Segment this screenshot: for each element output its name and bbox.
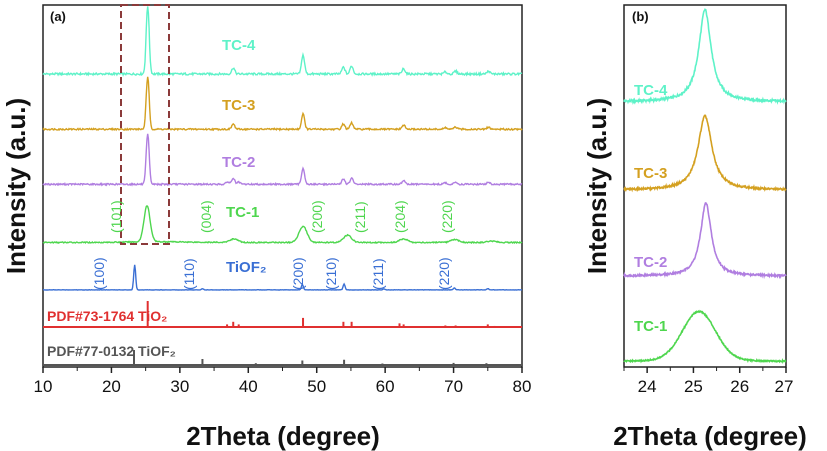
xtick-label-b-2: 26 <box>730 377 749 396</box>
xtick-label-a-1: 20 <box>102 377 121 396</box>
xtick-label-a-0: 10 <box>34 377 53 396</box>
hkl-tiof2-220: (220) <box>436 257 452 290</box>
curve-b-0 <box>623 7 787 106</box>
xtick-label-b-0: 24 <box>638 377 657 396</box>
x-axis-title-b: 2Theta (degree) <box>613 421 807 451</box>
hkl-tc1-220: (220) <box>439 200 455 233</box>
curve-a-3 <box>42 205 523 245</box>
xtick-label-b-1: 25 <box>684 377 703 396</box>
curve-a-1 <box>42 76 523 132</box>
curve-b-1 <box>623 114 787 193</box>
hkl-tc1-200: (200) <box>309 200 325 233</box>
label-tc4-b: TC-4 <box>634 82 668 99</box>
curve-b-3 <box>623 309 787 365</box>
curve-b-2 <box>623 201 787 280</box>
label-tc2-a: TC-2 <box>222 154 255 171</box>
hkl-tiof2-100: (100) <box>91 257 107 290</box>
xtick-label-a-2: 30 <box>170 377 189 396</box>
highlight-box <box>120 4 170 245</box>
hkl-tiof2-200: (200) <box>290 257 306 290</box>
panel-a: (a) TC-4 TC-3 TC-2 TC-1 TiOF₂ PDF#73-176… <box>1 4 532 451</box>
xtick-label-a-7: 80 <box>513 377 532 396</box>
panel-b: (b) TC-4 TC-3 TC-2 TC-1 24 25 26 27 2Theta … <box>582 4 807 451</box>
y-axis-title-b: Intensity (a.u.) <box>582 98 612 274</box>
hkl-tiof2-210: (210) <box>323 257 339 290</box>
hkl-tc1-101: (101) <box>108 200 124 233</box>
label-tc1-b: TC-1 <box>634 318 667 335</box>
hkl-tc1-211: (211) <box>352 201 368 233</box>
hkl-tiof2-211: (211) <box>370 258 386 290</box>
hkl-tc1-004: (004) <box>198 200 214 233</box>
label-ref-tio2: PDF#73-1764 TiO₂ <box>47 308 167 324</box>
label-tiof2-a: TiOF₂ <box>226 259 267 276</box>
curve-a-2 <box>42 133 523 187</box>
label-tc3-a: TC-3 <box>222 97 255 114</box>
curve-a-4 <box>42 264 523 291</box>
xtick-label-a-6: 70 <box>444 377 463 396</box>
curve-a-0 <box>42 6 523 77</box>
label-tc2-b: TC-2 <box>634 254 667 271</box>
xtick-label-a-3: 40 <box>239 377 258 396</box>
hkl-tc1-204: (204) <box>392 200 408 233</box>
label-tc3-b: TC-3 <box>634 165 667 182</box>
x-axis-title-a: 2Theta (degree) <box>186 421 380 451</box>
y-axis-title-a: Intensity (a.u.) <box>1 98 31 274</box>
label-tc1-a: TC-1 <box>226 204 259 221</box>
hkl-tiof2-110: (110) <box>181 258 197 290</box>
xtick-label-a-4: 50 <box>307 377 326 396</box>
panel-a-label: (a) <box>50 9 66 24</box>
xtick-label-a-5: 60 <box>376 377 395 396</box>
xtick-label-b-3: 27 <box>775 377 794 396</box>
panel-b-frame <box>623 4 787 368</box>
label-tc4-a: TC-4 <box>222 37 256 54</box>
panel-b-label: (b) <box>632 9 649 24</box>
label-ref-tiof2: PDF#77-0132 TiOF₂ <box>47 343 176 359</box>
